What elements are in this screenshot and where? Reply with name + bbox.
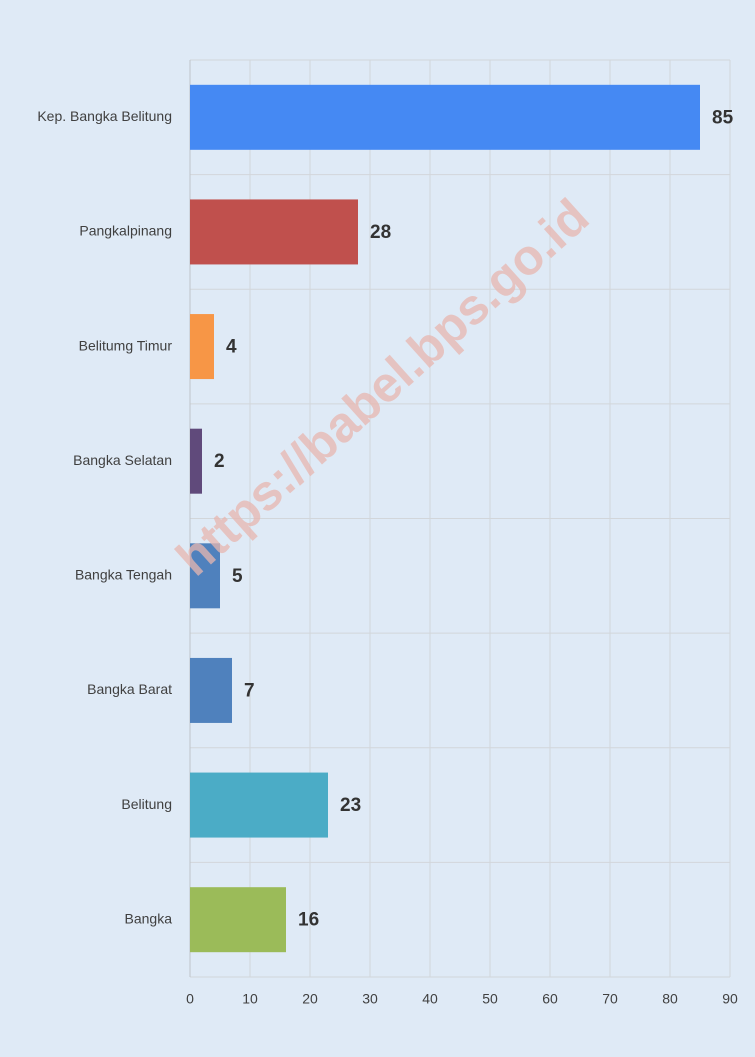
- bar: [190, 772, 328, 838]
- bar: [190, 314, 214, 380]
- data-label: 4: [226, 337, 237, 358]
- bar: [190, 657, 232, 723]
- y-tick-label: Bangka: [125, 910, 173, 926]
- x-tick-label: 0: [186, 991, 194, 1007]
- y-tick-label: Bangka Selatan: [73, 452, 172, 468]
- bar: [190, 887, 286, 953]
- y-tick-label: Belitung: [121, 796, 172, 812]
- data-label: 7: [244, 680, 255, 701]
- data-label: 23: [340, 795, 361, 816]
- y-tick-label: Bangka Tengah: [75, 567, 172, 583]
- bar: [190, 84, 700, 150]
- data-label: 2: [214, 451, 225, 472]
- x-tick-label: 60: [542, 991, 558, 1007]
- bar: [190, 543, 220, 609]
- x-tick-label: 90: [722, 991, 738, 1007]
- data-label: 16: [298, 910, 319, 931]
- data-label: 28: [370, 222, 391, 243]
- x-tick-label: 50: [482, 991, 498, 1007]
- y-tick-label: Belitumg Timur: [79, 337, 173, 353]
- bar: [190, 428, 202, 494]
- x-tick-label: 30: [362, 991, 378, 1007]
- y-tick-label: Bangka Barat: [87, 681, 172, 697]
- y-tick-label: Kep. Bangka Belitung: [37, 108, 172, 124]
- x-tick-label: 20: [302, 991, 318, 1007]
- x-tick-label: 40: [422, 991, 438, 1007]
- bar: [190, 199, 358, 265]
- x-tick-label: 70: [602, 991, 618, 1007]
- y-tick-label: Pangkalpinang: [79, 223, 172, 239]
- x-tick-label: 10: [242, 991, 258, 1007]
- x-tick-label: 80: [662, 991, 678, 1007]
- data-label: 5: [232, 566, 243, 587]
- data-label: 85: [712, 107, 734, 128]
